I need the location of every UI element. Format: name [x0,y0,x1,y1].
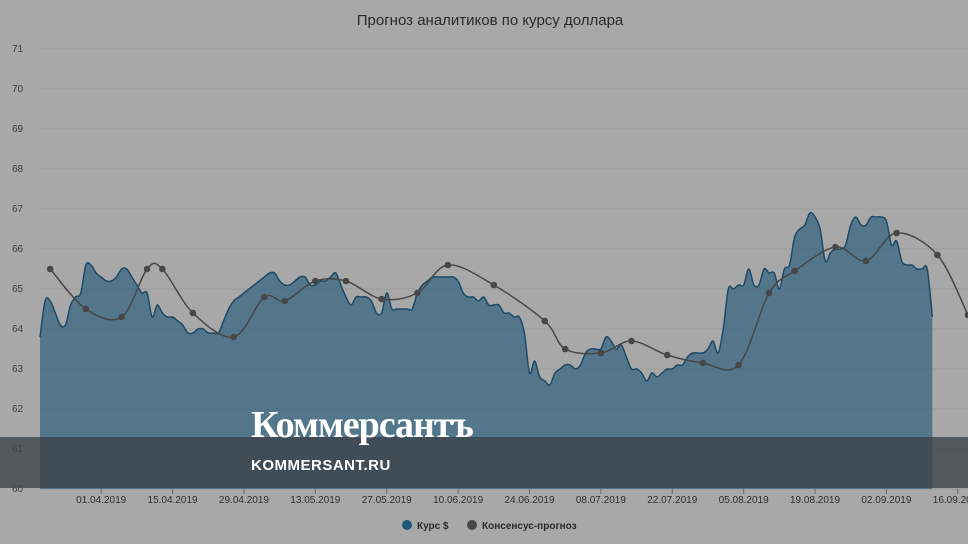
point-consensus[interactable] [342,277,350,285]
area-fill-kurs [40,212,933,489]
legend-item-consensus[interactable]: Консенсус-прогноз [467,520,577,532]
x-tick-label: 22.07.2019 [647,495,697,506]
point-consensus[interactable] [934,251,941,259]
series-consensus-line [46,229,968,371]
legend-label-kurs: Курс $ [417,521,449,532]
watermark-url: KOMMERSANT.RU [251,457,391,474]
y-tick-label: 67 [12,204,24,215]
point-consensus[interactable] [628,337,635,345]
point-consensus[interactable] [378,295,385,303]
x-tick-label: 13.05.2019 [290,495,340,506]
point-consensus[interactable] [663,351,671,359]
point-consensus[interactable] [862,257,870,265]
point-consensus[interactable] [699,359,707,367]
point-consensus[interactable] [791,267,798,275]
x-tick-label: 27.05.2019 [362,495,412,506]
point-consensus[interactable] [561,345,569,353]
point-consensus[interactable] [490,281,498,289]
point-consensus[interactable] [159,265,166,273]
point-consensus[interactable] [541,317,549,325]
point-consensus[interactable] [444,261,452,269]
x-axis: 01.04.2019 15.04.2019 29.04.2019 13.05.2019… [76,489,968,506]
point-consensus[interactable] [281,297,289,305]
watermark: Коммерсантъ KOMMERSANT.RU [0,404,968,488]
x-tick-label: 19.08.2019 [790,495,840,506]
legend-label-consensus: Консенсус-прогноз [482,521,577,532]
x-tick-label: 02.09.2019 [861,495,911,506]
point-consensus[interactable] [143,265,151,273]
watermark-logo: Коммерсантъ [251,404,474,446]
point-consensus[interactable] [964,311,968,319]
point-consensus[interactable] [893,229,900,237]
y-tick-label: 62 [12,404,24,415]
y-tick-label: 63 [12,364,24,375]
legend-item-kurs[interactable]: Курс $ [402,520,449,532]
y-tick-label: 60 [12,484,24,495]
point-consensus[interactable] [189,309,197,317]
point-consensus[interactable] [261,293,268,301]
area-line-kurs [39,211,934,386]
y-tick-label: 65 [12,284,24,295]
x-tick-label: 08.07.2019 [576,495,626,506]
point-consensus[interactable] [735,361,742,369]
x-tick-label: 15.04.2019 [148,495,198,506]
point-consensus[interactable] [765,289,773,297]
y-tick-label: 64 [12,324,24,335]
series-kurs-area [39,211,934,489]
point-consensus[interactable] [414,289,421,297]
point-consensus[interactable] [832,243,839,251]
y-tick-label: 70 [12,84,24,95]
point-consensus[interactable] [82,305,90,313]
point-consensus[interactable] [230,333,238,341]
y-tick-label: 69 [12,124,24,135]
point-consensus[interactable] [597,349,605,357]
x-tick-label: 10.06.2019 [433,495,483,506]
point-consensus[interactable] [312,277,319,285]
y-tick-label: 71 [12,44,24,55]
y-tick-label: 68 [12,164,24,175]
legend: Курс $ Консенсус-прогноз [402,520,577,532]
x-tick-label: 05.08.2019 [719,495,769,506]
x-tick-label: 24.06.2019 [504,495,554,506]
x-tick-label: 16.09.2019 [933,495,968,506]
chart-title: Прогноз аналитиков по курсу доллара [357,12,624,29]
x-tick-label: 29.04.2019 [219,495,269,506]
legend-marker-consensus [467,520,477,530]
y-tick-label: 66 [12,244,24,255]
point-consensus[interactable] [46,265,54,273]
legend-marker-kurs [402,520,412,530]
watermark-band [0,437,968,488]
point-consensus[interactable] [118,313,125,321]
x-tick-label: 01.04.2019 [76,495,126,506]
